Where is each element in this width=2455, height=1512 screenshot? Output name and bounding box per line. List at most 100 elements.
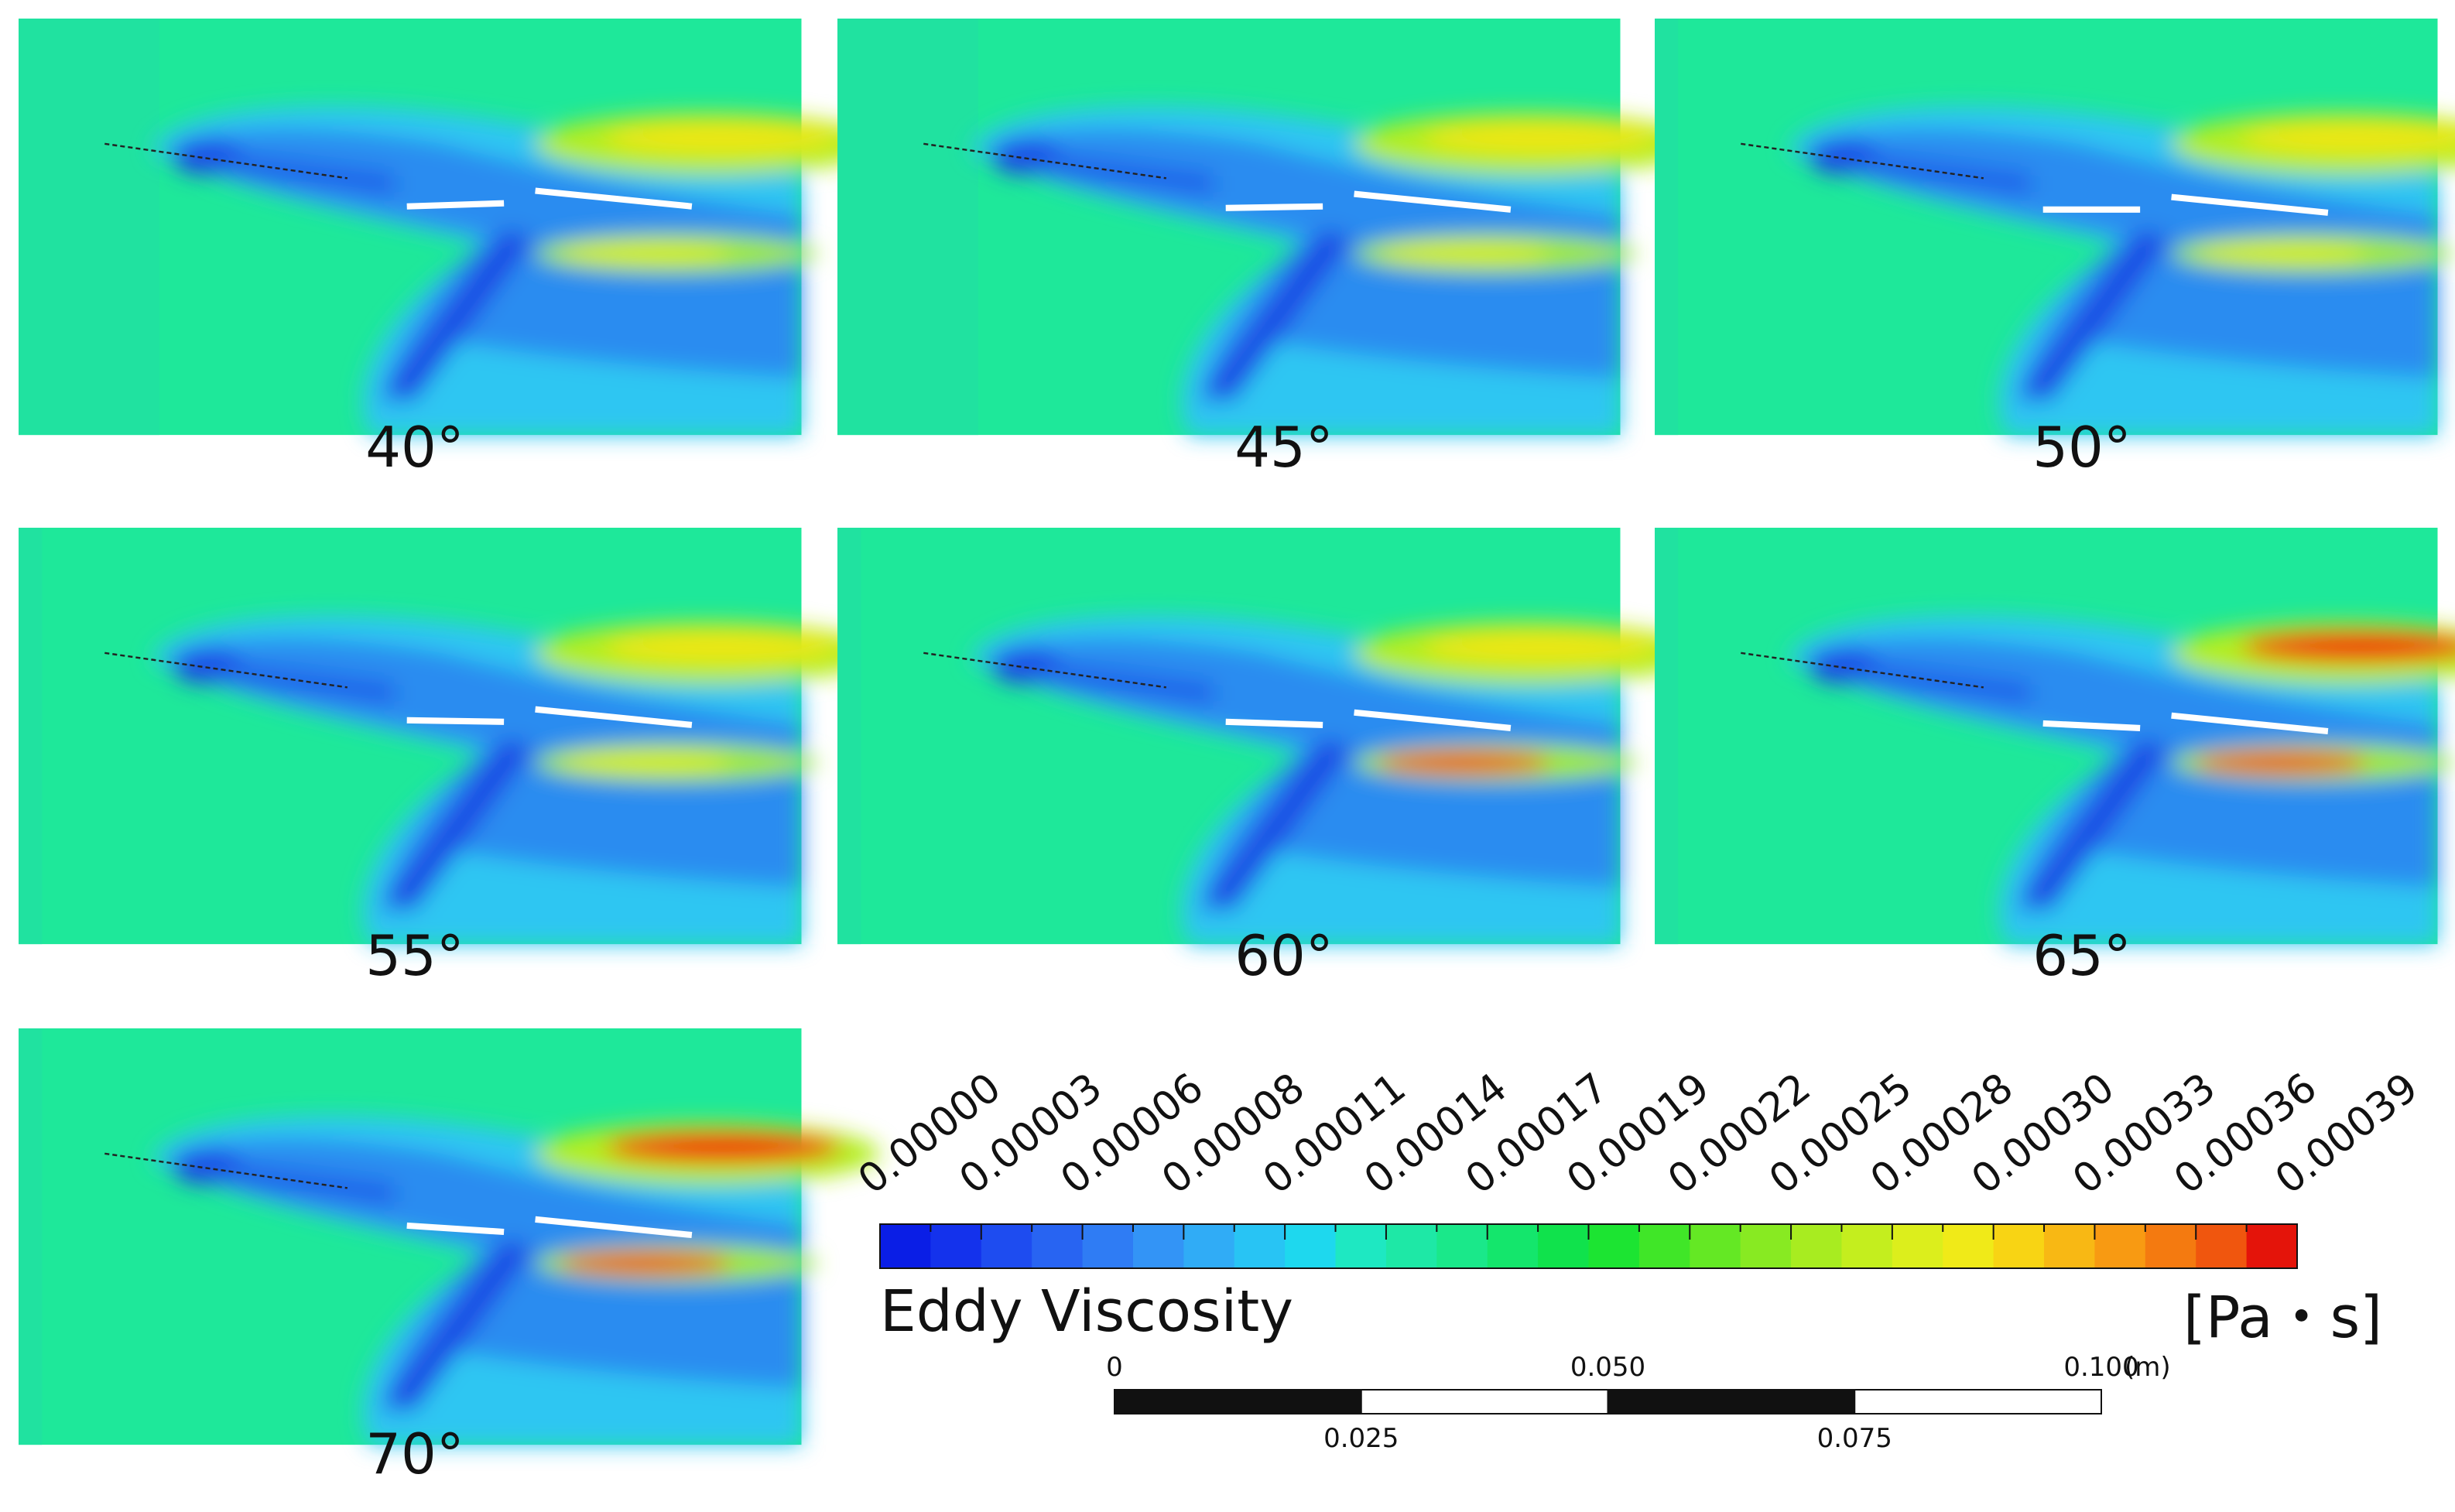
colorbar-segment bbox=[1285, 1224, 1337, 1268]
scale-label: 0 bbox=[1106, 1352, 1123, 1383]
slant-core bbox=[382, 1240, 536, 1412]
scale-label: 0.075 bbox=[1817, 1423, 1892, 1454]
panel-label: 70° bbox=[365, 1421, 464, 1486]
slant-core bbox=[2018, 739, 2172, 912]
colorbar-segment bbox=[2094, 1224, 2146, 1268]
colorbar-segment bbox=[2145, 1224, 2196, 1268]
field bbox=[1787, 106, 2455, 436]
plate-2 bbox=[535, 187, 693, 210]
needle-line bbox=[104, 1152, 348, 1189]
contour-panel bbox=[19, 1028, 880, 1445]
panel-inlet bbox=[1655, 19, 1679, 436]
panel-label: 60° bbox=[1234, 923, 1334, 988]
contour-panel bbox=[837, 528, 1699, 945]
lower-wake-core bbox=[558, 242, 731, 265]
upper-wake-core bbox=[1424, 121, 1660, 153]
field bbox=[970, 615, 1699, 945]
panel-label: 65° bbox=[2032, 923, 2131, 988]
colorbar-segment bbox=[1183, 1224, 1235, 1268]
needle-line bbox=[1741, 652, 1984, 689]
stem-core bbox=[1025, 660, 1214, 703]
contour-panel bbox=[837, 19, 1699, 436]
slant-core bbox=[382, 230, 536, 402]
colorbar-segment bbox=[1436, 1224, 1488, 1268]
colorbar-segment bbox=[930, 1224, 982, 1268]
needle bbox=[1741, 142, 2329, 216]
colorbar-segment bbox=[1943, 1224, 1994, 1268]
contour-panel bbox=[1655, 528, 2455, 945]
colorbar-unit: [Pa・s] bbox=[2183, 1285, 2382, 1351]
needle-line bbox=[104, 652, 348, 689]
panel-inlet bbox=[837, 528, 861, 945]
plate-2 bbox=[1354, 190, 1512, 213]
colorbar-segment bbox=[1588, 1224, 1640, 1268]
slant-core bbox=[1200, 230, 1354, 402]
plate-1 bbox=[1225, 718, 1323, 728]
needle-line bbox=[923, 142, 1167, 180]
needle-line bbox=[104, 142, 348, 180]
colorbar-segment bbox=[1335, 1224, 1387, 1268]
scale-segment bbox=[1114, 1389, 1362, 1415]
colorbar-segment bbox=[1487, 1224, 1539, 1268]
colorbar-segment bbox=[2044, 1224, 2095, 1268]
colorbar-segment bbox=[1740, 1224, 1792, 1268]
needle bbox=[923, 142, 1512, 213]
stem-core bbox=[206, 1161, 395, 1204]
scale-segment bbox=[1854, 1389, 2102, 1415]
plate-2 bbox=[535, 1216, 693, 1239]
plate-2 bbox=[1354, 709, 1512, 731]
contour-panel bbox=[19, 19, 880, 436]
lower-wake-core bbox=[558, 1252, 731, 1274]
needle bbox=[104, 652, 693, 728]
panel-label: 50° bbox=[2032, 415, 2131, 480]
scale-segment bbox=[1607, 1389, 1856, 1415]
plate-1 bbox=[1225, 203, 1323, 211]
lower-wake-core bbox=[1377, 242, 1550, 265]
field bbox=[1787, 615, 2455, 945]
plate-2 bbox=[2171, 193, 2329, 216]
colorbar-segment bbox=[1234, 1224, 1286, 1268]
scale-unit: (m) bbox=[2125, 1352, 2171, 1383]
colorbar-segment bbox=[1841, 1224, 1893, 1268]
needle bbox=[104, 142, 693, 210]
lower-wake-core bbox=[2194, 242, 2368, 265]
panel-inlet bbox=[19, 1028, 43, 1445]
plate-1 bbox=[406, 1222, 505, 1236]
upper-wake-core bbox=[2241, 631, 2455, 662]
slant-core bbox=[2018, 230, 2172, 402]
scale-label: 0.050 bbox=[1570, 1352, 1645, 1383]
stem-core bbox=[1842, 151, 2031, 194]
field bbox=[151, 615, 880, 945]
lower-wake-core bbox=[558, 751, 731, 774]
needle bbox=[104, 1152, 693, 1239]
slant-core bbox=[1200, 739, 1354, 912]
colorbar-segment bbox=[880, 1224, 931, 1268]
colorbar-segment bbox=[1082, 1224, 1134, 1268]
colorbar-segment bbox=[1993, 1224, 2045, 1268]
needle-line bbox=[1741, 142, 1984, 180]
lower-wake-core bbox=[1377, 751, 1550, 774]
field bbox=[151, 1116, 880, 1445]
panel-inlet bbox=[837, 19, 979, 436]
panel-inlet bbox=[1655, 528, 1679, 945]
panel-inlet bbox=[19, 19, 160, 436]
upper-wake-core bbox=[605, 1131, 841, 1163]
scale-label: 0.100 bbox=[2063, 1352, 2138, 1383]
plate-1 bbox=[406, 200, 505, 210]
upper-wake-core bbox=[2241, 121, 2455, 153]
contour-panel bbox=[19, 528, 880, 945]
colorbar-segment bbox=[1385, 1224, 1437, 1268]
colorbar-segment bbox=[981, 1224, 1032, 1268]
panel-label: 40° bbox=[365, 415, 464, 480]
colorbar-title: Eddy Viscosity bbox=[880, 1278, 1293, 1345]
panel-label: 55° bbox=[365, 923, 464, 988]
contour-panel bbox=[1655, 19, 2455, 436]
stem-core bbox=[206, 151, 395, 194]
colorbar-segment bbox=[1132, 1224, 1184, 1268]
plate-1 bbox=[406, 717, 505, 725]
stem-core bbox=[1842, 660, 2031, 703]
panel-inlet bbox=[19, 528, 43, 945]
colorbar-segment bbox=[1538, 1224, 1589, 1268]
